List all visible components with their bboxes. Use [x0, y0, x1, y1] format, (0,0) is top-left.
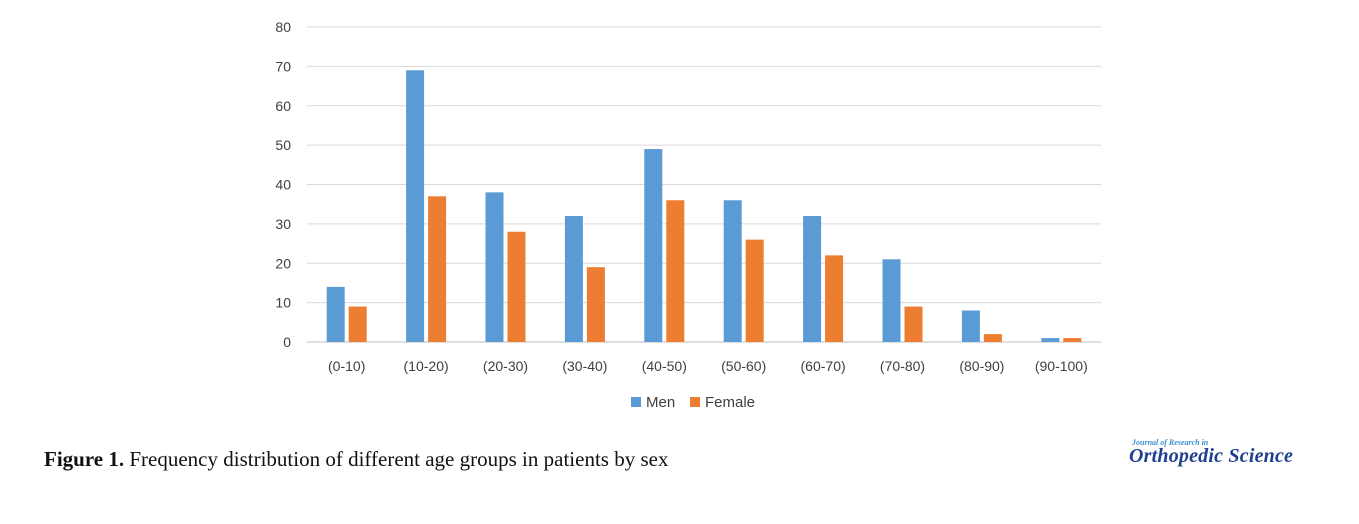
- y-tick-label: 0: [283, 334, 291, 350]
- y-axis-ticks: 0 10 20 30 40 50 60 70 80: [275, 19, 291, 350]
- x-tick-label: (30-40): [562, 358, 607, 374]
- bar-men-9: [1041, 338, 1060, 342]
- bar-men-8: [961, 310, 980, 342]
- y-tick-label: 40: [275, 177, 291, 193]
- journal-logo-title: Orthopedic Science: [1129, 445, 1294, 467]
- x-tick-label: (80-90): [959, 358, 1004, 374]
- bar-female-2: [507, 231, 526, 342]
- x-tick-label: (90-100): [1035, 358, 1088, 374]
- bar-female-1: [428, 196, 447, 342]
- bar-female-6: [825, 255, 844, 342]
- x-tick-label: (20-30): [483, 358, 528, 374]
- gridlines: [307, 26, 1101, 343]
- bar-chart: 0 10 20 30 40 50 60 70 80 (0-10) (10-20) (20-30) (3…: [275, 19, 1101, 411]
- bar-men-1: [406, 70, 425, 342]
- bar-men-3: [564, 216, 583, 342]
- x-tick-label: (10-20): [404, 358, 449, 374]
- bar-female-0: [348, 306, 367, 342]
- bar-female-3: [586, 267, 605, 342]
- journal-logo: Journal of Research in Orthopedic Scienc…: [1129, 438, 1309, 472]
- y-tick-label: 70: [275, 58, 291, 74]
- figure-label: Figure 1.: [44, 447, 125, 471]
- y-tick-label: 60: [275, 98, 291, 114]
- x-tick-label: (70-80): [880, 358, 925, 374]
- bar-men-4: [644, 149, 663, 342]
- bar-female-8: [983, 334, 1002, 342]
- legend-label-female: Female: [705, 394, 755, 411]
- y-tick-label: 80: [275, 19, 291, 35]
- y-tick-label: 30: [275, 216, 291, 232]
- x-tick-label: (0-10): [328, 358, 365, 374]
- legend-swatch-men: [631, 397, 641, 407]
- bar-female-9: [1063, 338, 1082, 342]
- bar-men-5: [723, 200, 742, 342]
- bar-men-2: [485, 192, 504, 342]
- bar-men-7: [882, 259, 901, 342]
- bar-female-5: [745, 239, 764, 342]
- bar-female-4: [666, 200, 685, 342]
- y-tick-label: 20: [275, 255, 291, 271]
- x-tick-label: (50-60): [721, 358, 766, 374]
- journal-logo-subtitle: Journal of Research in: [1132, 438, 1209, 447]
- y-tick-label: 10: [275, 295, 291, 311]
- legend-label-men: Men: [646, 394, 675, 411]
- bar-men-0: [326, 286, 345, 342]
- bar-men-6: [803, 216, 822, 342]
- bars: [326, 70, 1082, 342]
- legend-swatch-female: [690, 397, 700, 407]
- legend: Men Female: [631, 394, 755, 411]
- x-axis-ticks: (0-10) (10-20) (20-30) (30-40) (40-50) (50-60…: [328, 358, 1088, 374]
- x-tick-label: (60-70): [801, 358, 846, 374]
- figure-caption: Figure 1. Frequency distribution of diff…: [44, 447, 668, 472]
- figure-caption-text: Frequency distribution of different age …: [124, 447, 669, 471]
- x-tick-label: (40-50): [642, 358, 687, 374]
- bar-female-7: [904, 306, 923, 342]
- y-tick-label: 50: [275, 137, 291, 153]
